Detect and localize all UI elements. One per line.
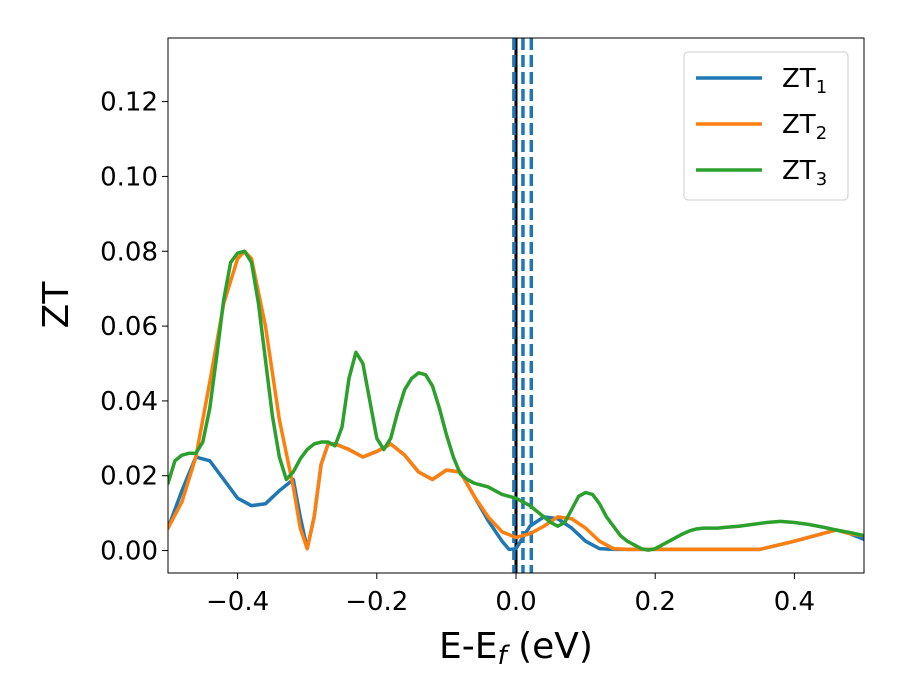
y-tick-label: 0.06	[100, 312, 158, 342]
x-axis-title: E-Ef (eV)	[439, 626, 593, 671]
x-tick-label: 0.0	[495, 587, 536, 617]
x-tick-label: −0.2	[345, 587, 408, 617]
y-axis-title: ZT	[36, 281, 77, 329]
y-tick-label: 0.00	[100, 537, 158, 567]
reference-lines	[512, 38, 534, 573]
x-tick-label: 0.2	[635, 587, 676, 617]
legend-label-2: ZT2	[782, 110, 827, 144]
legend-label-1: ZT1	[782, 64, 827, 98]
series-line-3	[168, 249, 864, 552]
y-tick-label: 0.02	[100, 462, 158, 492]
y-tick-label: 0.08	[100, 237, 158, 267]
x-axis-ticks: −0.4 −0.2 0.0 0.2 0.4	[206, 573, 815, 617]
series-line-2	[168, 249, 864, 552]
x-axis-title-main: E-E	[439, 626, 497, 667]
y-axis-ticks: 0.00 0.02 0.04 0.06 0.08 0.10 0.12	[100, 88, 168, 567]
legend-box	[683, 51, 849, 201]
y-tick-label: 0.04	[100, 387, 158, 417]
x-axis-title-suffix: (eV)	[507, 626, 593, 667]
series-layer	[168, 249, 864, 552]
plot-area	[167, 37, 865, 574]
x-tick-label: 0.4	[774, 587, 815, 617]
y-tick-label: 0.10	[100, 162, 158, 192]
legend: ZT1 ZT2 ZT3	[683, 51, 849, 201]
x-tick-label: −0.4	[206, 587, 269, 617]
y-tick-label: 0.12	[100, 88, 158, 118]
legend-label-3: ZT3	[782, 156, 827, 190]
